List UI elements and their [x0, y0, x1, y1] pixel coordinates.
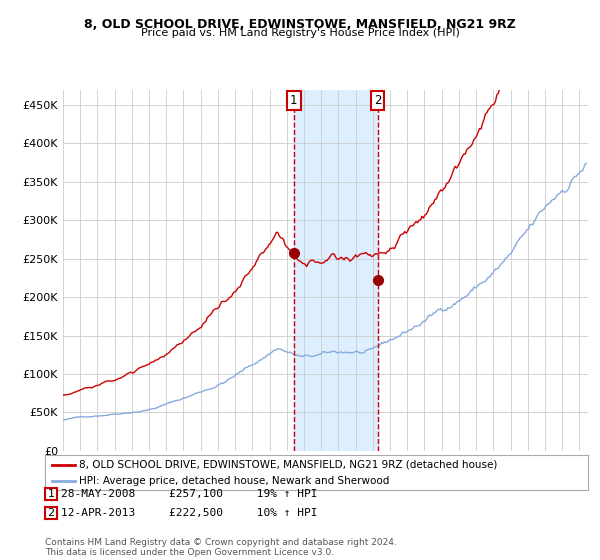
Text: 8, OLD SCHOOL DRIVE, EDWINSTOWE, MANSFIELD, NG21 9RZ (detached house): 8, OLD SCHOOL DRIVE, EDWINSTOWE, MANSFIE… — [79, 460, 497, 470]
Bar — [294, 90, 377, 451]
Text: 2: 2 — [374, 94, 382, 107]
Text: 8, OLD SCHOOL DRIVE, EDWINSTOWE, MANSFIELD, NG21 9RZ: 8, OLD SCHOOL DRIVE, EDWINSTOWE, MANSFIE… — [84, 18, 516, 31]
Text: 2: 2 — [47, 508, 55, 518]
Text: 28-MAY-2008     £257,100     19% ↑ HPI: 28-MAY-2008 £257,100 19% ↑ HPI — [61, 489, 318, 499]
Text: HPI: Average price, detached house, Newark and Sherwood: HPI: Average price, detached house, Newa… — [79, 476, 389, 486]
Text: 1: 1 — [47, 489, 55, 499]
Text: Contains HM Land Registry data © Crown copyright and database right 2024.
This d: Contains HM Land Registry data © Crown c… — [45, 538, 397, 557]
Text: Price paid vs. HM Land Registry's House Price Index (HPI): Price paid vs. HM Land Registry's House … — [140, 28, 460, 38]
Text: 12-APR-2013     £222,500     10% ↑ HPI: 12-APR-2013 £222,500 10% ↑ HPI — [61, 508, 318, 518]
Text: 1: 1 — [290, 94, 298, 107]
